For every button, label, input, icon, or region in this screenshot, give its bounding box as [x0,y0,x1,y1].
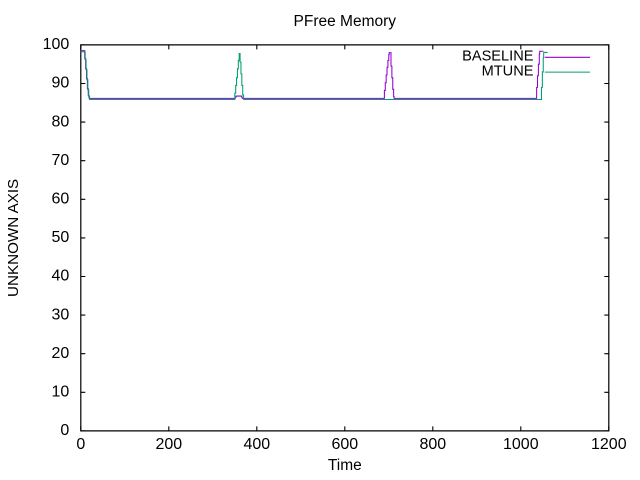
svg-text:MTUNE: MTUNE [482,64,534,80]
svg-text:1000: 1000 [503,436,539,453]
svg-text:600: 600 [331,436,358,453]
svg-text:50: 50 [52,229,70,246]
svg-text:400: 400 [243,436,270,453]
svg-text:1200: 1200 [591,436,627,453]
svg-text:BASELINE: BASELINE [462,49,534,65]
svg-text:0: 0 [60,422,69,439]
svg-text:800: 800 [419,436,446,453]
svg-text:30: 30 [52,306,70,323]
svg-text:80: 80 [52,113,70,130]
svg-text:200: 200 [155,436,182,453]
svg-text:0: 0 [76,436,85,453]
svg-text:PFree Memory: PFree Memory [294,13,397,30]
svg-text:90: 90 [52,75,70,92]
svg-text:100: 100 [43,36,70,53]
svg-text:20: 20 [52,345,70,362]
svg-text:UNKNOWN AXIS: UNKNOWN AXIS [5,179,22,297]
svg-text:Time: Time [328,457,362,474]
svg-text:40: 40 [52,268,70,285]
svg-text:60: 60 [52,191,70,208]
svg-text:70: 70 [52,152,70,169]
svg-text:10: 10 [52,384,70,401]
